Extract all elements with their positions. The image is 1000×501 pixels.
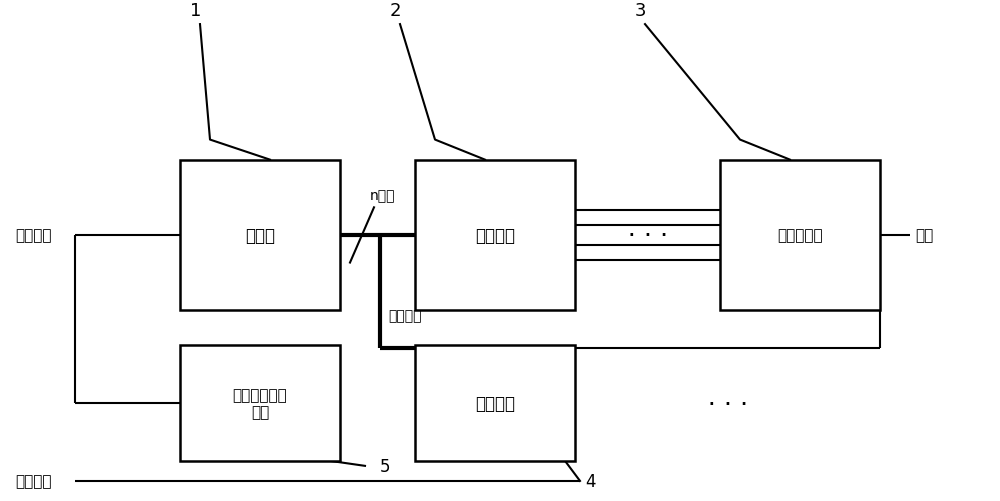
Text: 输出: 输出 bbox=[915, 228, 933, 243]
Text: 组合逻辑: 组合逻辑 bbox=[475, 226, 515, 244]
Bar bbox=[415, 160, 575, 311]
Text: 4: 4 bbox=[585, 472, 596, 490]
Bar bbox=[415, 346, 575, 461]
Text: 3: 3 bbox=[635, 2, 646, 20]
Text: 重置信号: 重置信号 bbox=[388, 309, 421, 323]
Bar bbox=[180, 160, 340, 311]
Text: n比特: n比特 bbox=[370, 189, 396, 203]
Text: 多路选择器: 多路选择器 bbox=[777, 228, 823, 243]
Bar bbox=[720, 160, 880, 311]
Text: 控制信号: 控制信号 bbox=[15, 473, 52, 488]
Text: 1: 1 bbox=[190, 2, 201, 20]
Text: ·  ·  ·: · · · bbox=[709, 396, 746, 411]
Text: 2: 2 bbox=[390, 2, 402, 20]
Text: ·  ·  ·: · · · bbox=[629, 228, 666, 243]
Bar bbox=[180, 346, 340, 461]
Text: 5: 5 bbox=[380, 457, 390, 475]
Text: 时间窗口产生
电路: 时间窗口产生 电路 bbox=[233, 387, 287, 419]
Text: 触发信号: 触发信号 bbox=[15, 228, 52, 243]
Text: 存储模块: 存储模块 bbox=[475, 394, 515, 412]
Text: 计数器: 计数器 bbox=[245, 226, 275, 244]
